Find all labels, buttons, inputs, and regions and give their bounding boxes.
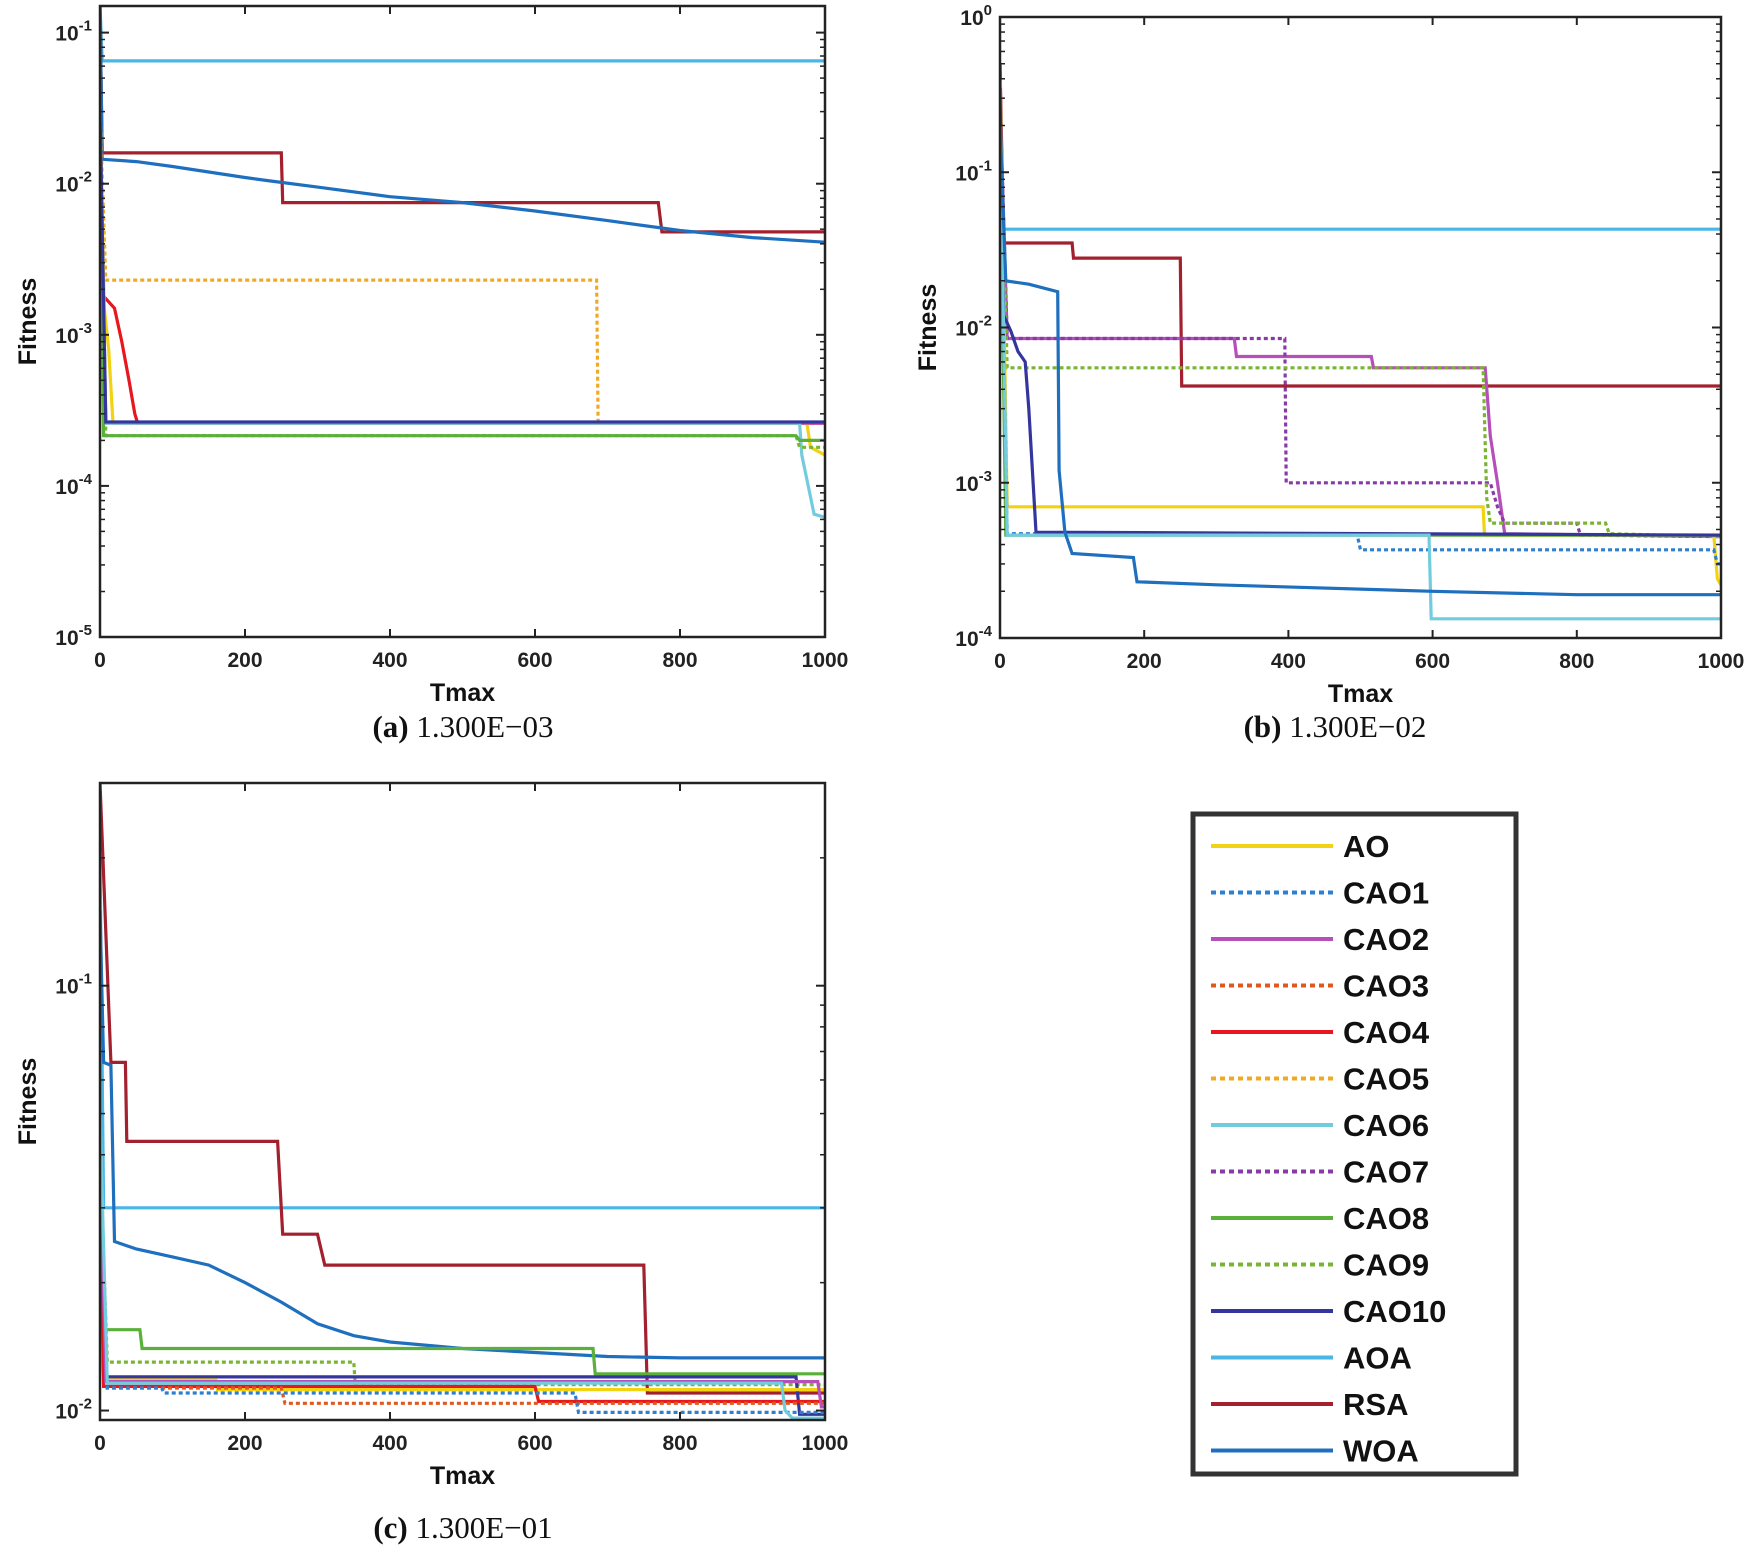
x-tick-label: 1000 bbox=[1698, 650, 1745, 673]
plot-area-a bbox=[100, 6, 825, 637]
caption-b-letter: (b) bbox=[1244, 709, 1282, 744]
legend: AO CAO1 CAO2 CAO3 CAO4 CAO5 CAO6 CAO7 CAO8 CAO9 CA… bbox=[1190, 811, 1519, 1477]
y-tick-label: 10-2 bbox=[55, 169, 92, 197]
x-axis-label: Tmax bbox=[430, 679, 495, 707]
chart-panel-c: 0 200 400 600 800 1000 10-2 10-1 Tmax Fitness bbox=[14, 781, 849, 1490]
legend-label-cao7: CAO7 bbox=[1343, 1155, 1429, 1190]
legend-label-cao1: CAO1 bbox=[1343, 876, 1429, 911]
legend-label-cao6: CAO6 bbox=[1343, 1108, 1429, 1143]
series-b-cao7 bbox=[1000, 98, 1721, 539]
caption-b-value: 1.300E−02 bbox=[1281, 709, 1426, 744]
series-b-cao9 bbox=[1000, 98, 1721, 539]
plot-area-c bbox=[100, 783, 825, 1420]
x-tick-label: 0 bbox=[94, 649, 106, 672]
axes-frame-c bbox=[98, 781, 827, 1422]
caption-b: (b) 1.300E−02 bbox=[1244, 709, 1427, 744]
x-axis-label: Tmax bbox=[430, 1462, 495, 1490]
series-group-a bbox=[100, 6, 825, 519]
x-tick-label: 200 bbox=[227, 1432, 262, 1455]
series-b-cao2 bbox=[1000, 98, 1721, 539]
series-c-cao6 bbox=[100, 1113, 825, 1420]
x-tick-label: 400 bbox=[372, 1432, 407, 1455]
caption-c-value: 1.300E−01 bbox=[408, 1510, 553, 1545]
x-tick-label: 600 bbox=[517, 649, 552, 672]
legend-label-cao10: CAO10 bbox=[1343, 1294, 1446, 1329]
y-tick-label: 10-3 bbox=[955, 468, 992, 496]
y-tick-label: 10-4 bbox=[55, 471, 92, 499]
legend-label-cao9: CAO9 bbox=[1343, 1248, 1429, 1283]
series-b-cao6 bbox=[1000, 125, 1721, 621]
plot-area-b bbox=[1000, 17, 1721, 638]
x-tick-label: 400 bbox=[1271, 650, 1306, 673]
series-a-cao8 bbox=[100, 111, 825, 442]
series-c-cao1 bbox=[100, 1154, 825, 1414]
legend-box bbox=[1190, 811, 1519, 1477]
x-tick-label: 600 bbox=[1415, 650, 1450, 673]
series-a-woa bbox=[100, 6, 825, 244]
y-tick-label: 10-1 bbox=[955, 157, 992, 185]
x-tick-label: 1000 bbox=[802, 649, 849, 672]
axes-frame-a bbox=[98, 4, 827, 639]
legend-label-cao4: CAO4 bbox=[1343, 1015, 1430, 1050]
y-tick-label: 10-2 bbox=[55, 1396, 92, 1424]
y-tick-label: 10-2 bbox=[955, 313, 992, 341]
x-tick-label: 0 bbox=[94, 1432, 106, 1455]
y-axis-label: Fitness bbox=[14, 278, 42, 366]
series-a-cao10 bbox=[100, 111, 825, 424]
x-tick-label: 200 bbox=[227, 649, 262, 672]
legend-label-cao5: CAO5 bbox=[1343, 1062, 1429, 1097]
series-b-cao10 bbox=[1000, 87, 1721, 537]
caption-a: (a) 1.300E−03 bbox=[372, 709, 553, 744]
y-tick-label: 100 bbox=[960, 2, 992, 30]
chart-panel-b: 0 200 400 600 800 1000 10-4 10-3 10-2 10-1 100 Tmax… bbox=[914, 2, 1744, 708]
y-axis-label: Fitness bbox=[914, 284, 942, 372]
y-axis-label: Fitness bbox=[14, 1058, 42, 1146]
legend-label-cao2: CAO2 bbox=[1343, 922, 1429, 957]
y-tick-label: 10-1 bbox=[55, 18, 92, 46]
legend-label-cao8: CAO8 bbox=[1343, 1201, 1429, 1236]
legend-label-aoa: AOA bbox=[1343, 1341, 1412, 1376]
y-tick-label: 10-1 bbox=[55, 971, 92, 999]
legend-label-cao3: CAO3 bbox=[1343, 969, 1429, 1004]
x-tick-label: 800 bbox=[1559, 650, 1594, 673]
caption-c: (c) 1.300E−01 bbox=[373, 1510, 552, 1545]
series-c-woa bbox=[100, 910, 825, 1360]
caption-a-value: 1.300E−03 bbox=[409, 709, 554, 744]
series-c-rsa bbox=[100, 783, 825, 1395]
x-tick-label: 800 bbox=[662, 649, 697, 672]
x-tick-label: 600 bbox=[517, 1432, 552, 1455]
x-axis-label: Tmax bbox=[1328, 680, 1393, 708]
series-b-woa bbox=[1000, 125, 1721, 597]
legend-label-rsa: RSA bbox=[1343, 1387, 1408, 1422]
y-tick-label: 10-4 bbox=[955, 623, 992, 651]
chart-panel-a: 0 200 400 600 800 1000 10-5 10-4 10-3 10-2 10-1 Tma… bbox=[14, 4, 849, 707]
y-tick-label: 10-5 bbox=[55, 622, 92, 650]
x-tick-label: 400 bbox=[372, 649, 407, 672]
x-tick-label: 1000 bbox=[802, 1432, 849, 1455]
caption-c-letter: (c) bbox=[373, 1510, 407, 1545]
x-tick-label: 0 bbox=[994, 650, 1006, 673]
x-tick-label: 200 bbox=[1127, 650, 1162, 673]
legend-label-ao: AO bbox=[1343, 829, 1390, 864]
legend-label-woa: WOA bbox=[1343, 1434, 1419, 1469]
x-tick-label: 800 bbox=[662, 1432, 697, 1455]
caption-a-letter: (a) bbox=[372, 709, 408, 744]
y-tick-label: 10-3 bbox=[55, 320, 92, 348]
